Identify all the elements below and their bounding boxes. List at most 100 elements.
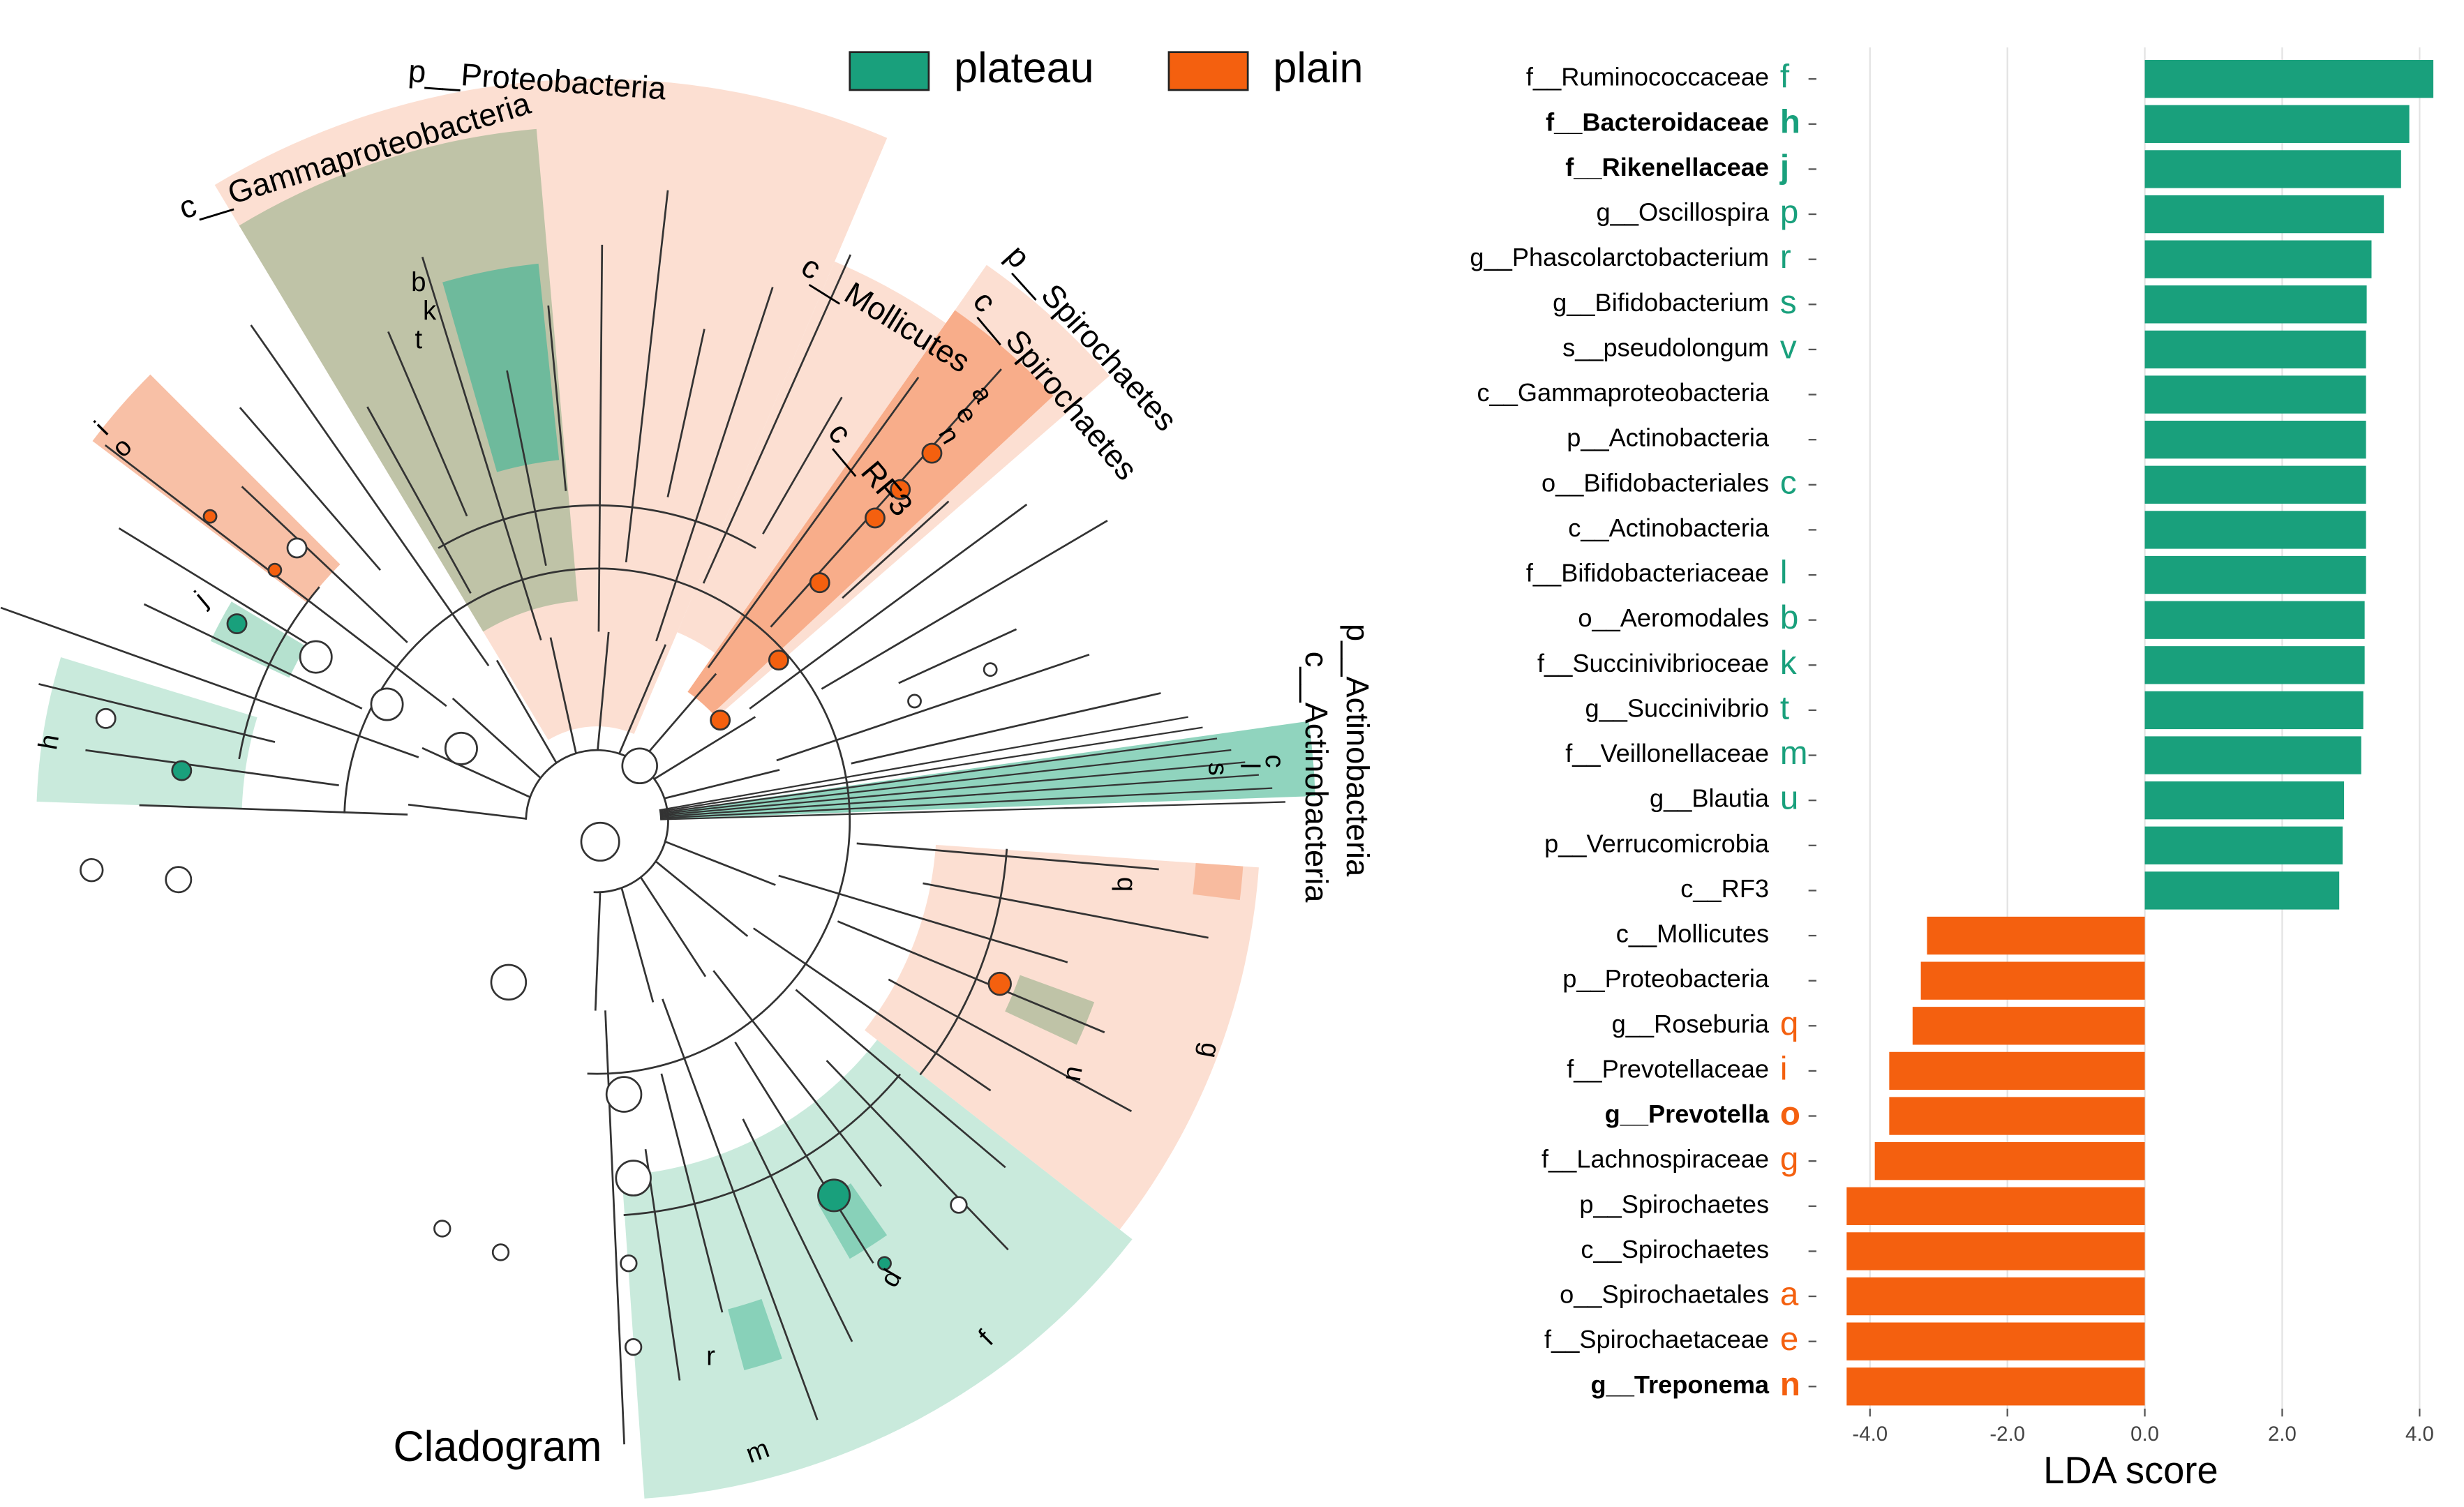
tree-node bbox=[907, 693, 922, 709]
bar bbox=[2144, 421, 2366, 459]
bar bbox=[2144, 105, 2410, 143]
y-tick-label: f__Spirochaetaceae bbox=[1544, 1325, 1769, 1354]
category-letter: l bbox=[1780, 555, 1788, 592]
y-tick-label: c__RF3 bbox=[1680, 874, 1769, 903]
branch bbox=[826, 1060, 1009, 1251]
bar bbox=[2144, 646, 2365, 684]
y-tick-label: g__Roseburia bbox=[1612, 1010, 1770, 1038]
y-tick-label: f__Rikenellaceae bbox=[1565, 153, 1769, 181]
x-tick-label: 4.0 bbox=[2405, 1423, 2434, 1446]
bar bbox=[1846, 1277, 2145, 1316]
branch bbox=[594, 892, 602, 1011]
branch bbox=[250, 324, 490, 667]
branch bbox=[597, 631, 610, 751]
branch bbox=[655, 860, 749, 938]
tree-node bbox=[299, 640, 333, 674]
branch bbox=[143, 603, 363, 710]
branch bbox=[387, 331, 468, 517]
bar bbox=[1889, 1097, 2145, 1135]
clade-label: c__Actinobacteria bbox=[1299, 652, 1334, 904]
y-tick-label: c__Actinobacteria bbox=[1568, 513, 1770, 542]
bar bbox=[2144, 781, 2345, 820]
branch-arc bbox=[919, 848, 1008, 1076]
bar bbox=[1846, 1322, 2145, 1360]
tree-ring bbox=[525, 749, 669, 894]
y-tick-label: s__pseudolongum bbox=[1562, 333, 1769, 361]
category-letter: m bbox=[1780, 735, 1808, 772]
bar bbox=[1846, 1367, 2145, 1406]
node-letter: r bbox=[706, 1342, 715, 1372]
bar bbox=[1889, 1051, 2145, 1090]
y-tick-label: g__Blautia bbox=[1650, 784, 1770, 813]
branch bbox=[659, 749, 1232, 816]
y-tick-label: f__Veillonellaceae bbox=[1565, 739, 1769, 767]
y-tick-label: g__Succinivibrio bbox=[1585, 693, 1769, 722]
tree-node bbox=[950, 1196, 968, 1214]
bar bbox=[1920, 961, 2145, 1000]
bar bbox=[1874, 1142, 2145, 1180]
node-letter: b bbox=[411, 268, 426, 298]
branch bbox=[625, 190, 669, 562]
y-tick-label: o__Aeromodales bbox=[1578, 603, 1769, 632]
category-letter: v bbox=[1780, 329, 1797, 366]
node-letter: t bbox=[415, 324, 422, 354]
branch bbox=[734, 1041, 874, 1264]
tree-node bbox=[710, 710, 731, 731]
bar bbox=[2144, 601, 2365, 639]
clade-shade bbox=[677, 261, 946, 653]
bar bbox=[2144, 465, 2366, 504]
branch bbox=[659, 787, 1273, 819]
clade-label: p__Actinobacteria bbox=[1340, 624, 1375, 877]
clade-shade bbox=[622, 1040, 1133, 1499]
category-letter: n bbox=[1780, 1366, 1800, 1403]
y-tick-label: f__Lachnospiraceae bbox=[1541, 1145, 1769, 1174]
y-tick-label: c__Gammaproteobacteria bbox=[1477, 378, 1769, 407]
category-letter: e bbox=[1780, 1321, 1798, 1358]
tree-node bbox=[921, 442, 943, 464]
bar bbox=[1846, 1232, 2145, 1270]
branch-arc bbox=[623, 1073, 902, 1216]
branch bbox=[664, 769, 780, 800]
node-letter: j bbox=[188, 585, 213, 613]
branch bbox=[662, 998, 819, 1420]
bar bbox=[2144, 826, 2343, 864]
branch bbox=[421, 747, 531, 798]
y-tick-label: g__Treponema bbox=[1591, 1370, 1770, 1399]
branch bbox=[549, 637, 577, 754]
branch bbox=[118, 527, 315, 649]
branch bbox=[495, 659, 558, 764]
branch bbox=[712, 970, 883, 1187]
node-letter: s bbox=[1203, 763, 1233, 776]
x-tick-label: 0.0 bbox=[2130, 1423, 2159, 1446]
tree-node bbox=[202, 509, 218, 524]
y-tick-label: f__Succinivibrioceae bbox=[1537, 649, 1769, 677]
tree-node bbox=[605, 1076, 643, 1113]
branch bbox=[778, 874, 1068, 964]
branch bbox=[770, 368, 1002, 628]
y-tick-label: g__Prevotella bbox=[1605, 1100, 1770, 1128]
category-letter: k bbox=[1780, 645, 1797, 682]
branch bbox=[923, 882, 1209, 939]
branch bbox=[851, 692, 1161, 765]
branch bbox=[239, 407, 382, 571]
branch bbox=[659, 761, 1246, 816]
branch bbox=[742, 1118, 853, 1342]
tree-node bbox=[171, 760, 193, 781]
bar bbox=[2144, 195, 2384, 234]
y-tick-label: g__Oscillospira bbox=[1597, 198, 1770, 227]
branch bbox=[856, 842, 1159, 871]
category-letter: h bbox=[1780, 103, 1800, 140]
branch bbox=[85, 749, 339, 787]
y-tick-label: c__Mollicutes bbox=[1616, 920, 1769, 948]
tree-node bbox=[490, 964, 528, 1001]
legend-swatch bbox=[1167, 51, 1249, 91]
bar bbox=[2144, 511, 2366, 549]
category-letter: r bbox=[1780, 239, 1791, 276]
tree-node bbox=[620, 1254, 638, 1273]
tree-node bbox=[95, 707, 117, 729]
branch bbox=[421, 256, 542, 640]
branch bbox=[660, 1073, 724, 1313]
node-letter: c bbox=[1260, 754, 1290, 767]
tree-node bbox=[877, 1256, 892, 1271]
branch bbox=[366, 406, 472, 594]
